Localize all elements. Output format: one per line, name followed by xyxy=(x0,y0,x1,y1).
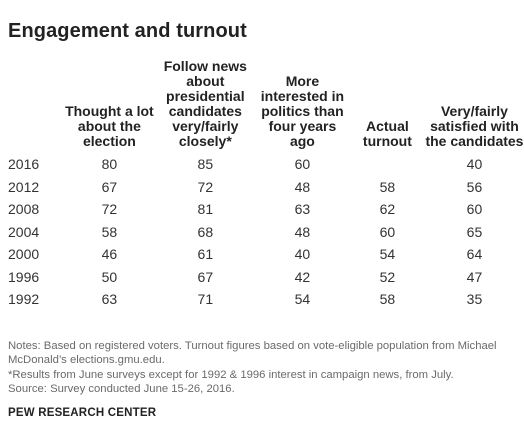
note-line: Source: Survey conducted June 15-26, 201… xyxy=(8,382,235,395)
value-cell: 58 xyxy=(101,223,118,240)
value-cell xyxy=(350,153,425,176)
value-cell: 47 xyxy=(466,268,483,285)
table-row: 1996 50 67 42 52 47 xyxy=(0,266,524,289)
value-cell: 63 xyxy=(294,201,311,218)
table-row: 2004 58 68 48 60 65 xyxy=(0,221,524,244)
value-cell: 42 xyxy=(294,268,311,285)
column-header xyxy=(0,52,63,153)
chart-title: Engagement and turnout xyxy=(8,20,247,42)
value-cell: 46 xyxy=(101,246,118,263)
value-cell: 60 xyxy=(466,201,483,218)
notes: Notes: Based on registered voters. Turno… xyxy=(8,339,518,396)
value-cell: 80 xyxy=(101,156,118,173)
column-header: Thought a lot about the election xyxy=(65,103,154,149)
column-header: More interested in politics than four ye… xyxy=(260,73,345,149)
value-cell: 56 xyxy=(466,178,483,195)
value-cell: 40 xyxy=(466,156,483,173)
value-cell: 67 xyxy=(101,178,118,195)
note-line: Notes: Based on registered voters. Turno… xyxy=(8,340,497,367)
value-cell: 60 xyxy=(379,223,396,240)
year-cell: 2000 xyxy=(8,246,40,263)
value-cell: 68 xyxy=(197,223,214,240)
table-row: 1992 63 71 54 58 35 xyxy=(0,288,524,311)
table-row: 2000 46 61 40 54 64 xyxy=(0,243,524,266)
data-table: Thought a lot about the election Follow … xyxy=(0,52,524,311)
value-cell: 72 xyxy=(197,178,214,195)
year-cell: 2008 xyxy=(8,201,40,218)
value-cell: 65 xyxy=(466,223,483,240)
value-cell: 52 xyxy=(379,268,396,285)
value-cell: 62 xyxy=(379,201,396,218)
value-cell: 48 xyxy=(294,223,311,240)
value-cell: 85 xyxy=(197,156,214,173)
value-cell: 58 xyxy=(379,291,396,308)
table-row: 2008 72 81 63 62 60 xyxy=(0,198,524,221)
value-cell: 64 xyxy=(466,246,483,263)
note-line: *Results from June surveys except for 19… xyxy=(8,368,454,381)
table-header-row: Thought a lot about the election Follow … xyxy=(0,52,524,153)
value-cell: 54 xyxy=(379,246,396,263)
value-cell: 50 xyxy=(101,268,118,285)
column-header: Follow news about presidential candidate… xyxy=(163,58,247,149)
year-cell: 2016 xyxy=(8,156,40,173)
value-cell: 63 xyxy=(101,291,118,308)
column-header: Very/fairly satisfied with the candidate… xyxy=(425,103,524,149)
value-cell: 71 xyxy=(197,291,214,308)
year-cell: 1992 xyxy=(8,291,40,308)
column-header: Actual turnout xyxy=(362,118,412,149)
year-cell: 2004 xyxy=(8,223,40,240)
value-cell: 61 xyxy=(197,246,214,263)
year-cell: 2012 xyxy=(8,178,40,195)
value-cell: 40 xyxy=(294,246,311,263)
value-cell: 60 xyxy=(294,156,311,173)
value-cell: 54 xyxy=(294,291,311,308)
value-cell: 35 xyxy=(466,291,483,308)
year-cell: 1996 xyxy=(8,268,40,285)
value-cell: 81 xyxy=(197,201,214,218)
table-row: 2016 80 85 60 40 xyxy=(0,153,524,176)
value-cell: 48 xyxy=(294,178,311,195)
value-cell: 67 xyxy=(197,268,214,285)
source-credit: PEW RESEARCH CENTER xyxy=(8,407,157,419)
table-row: 2012 67 72 48 58 56 xyxy=(0,176,524,199)
value-cell: 58 xyxy=(379,178,396,195)
value-cell: 72 xyxy=(101,201,118,218)
